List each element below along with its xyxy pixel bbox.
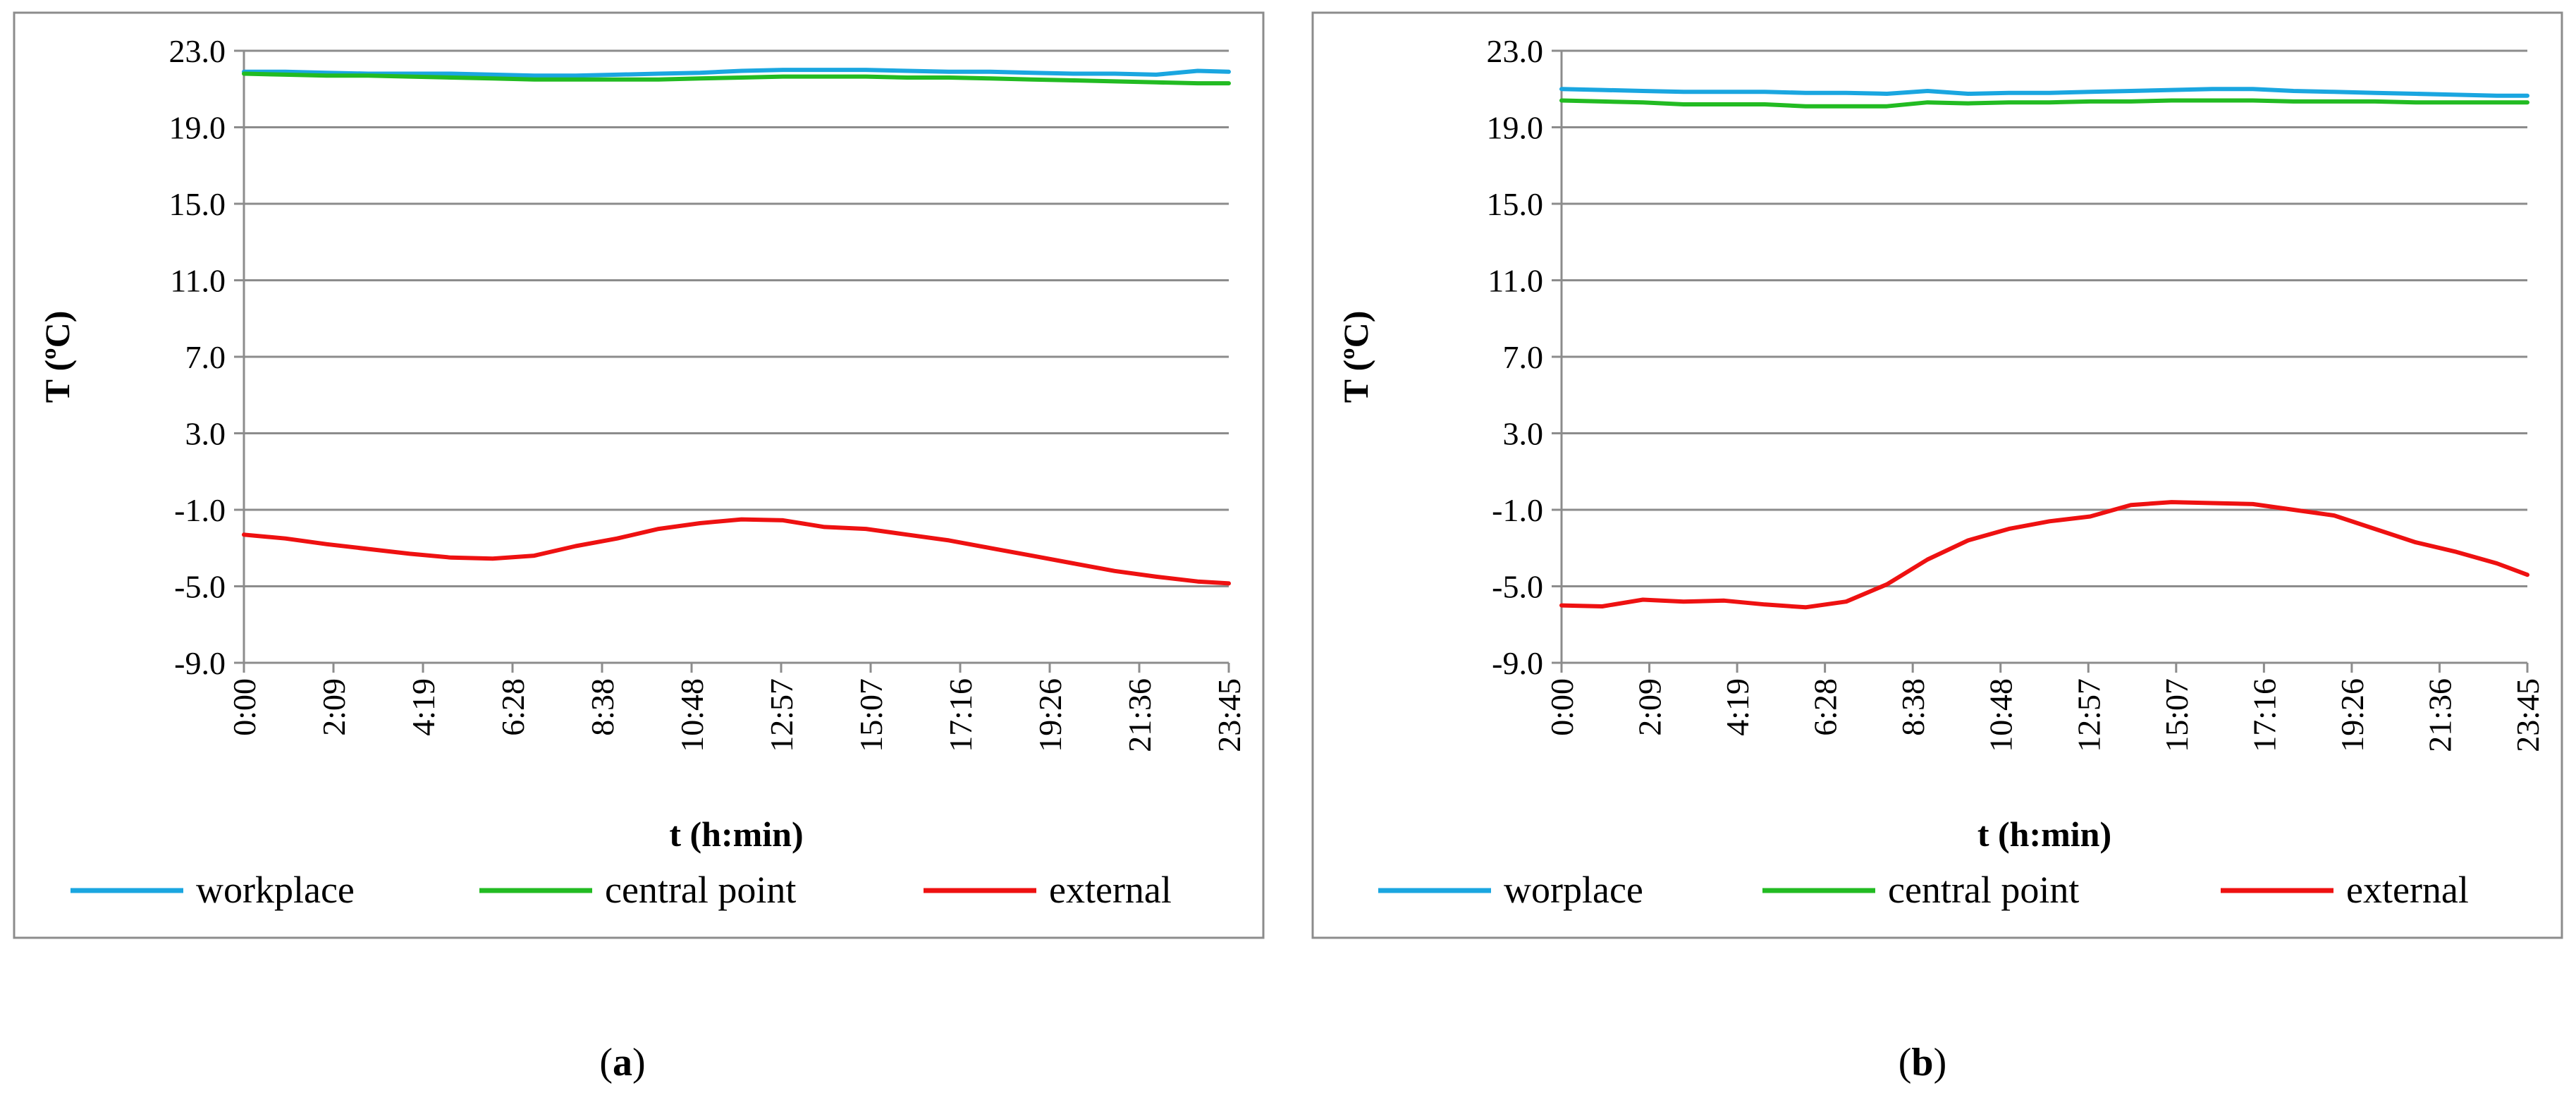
y-axis-title: T (ºC) [1336, 311, 1375, 403]
y-tick-label: 3.0 [1503, 416, 1544, 452]
y-tick-label: 11.0 [170, 263, 226, 299]
x-tick-label: 10:48 [674, 678, 710, 752]
y-tick-label: -5.0 [174, 569, 226, 605]
x-tick-label: 21:36 [2422, 678, 2458, 752]
legend-label: central point [1888, 869, 2079, 911]
y-tick-label: -1.0 [1492, 492, 1543, 528]
panel-label: b [1911, 1041, 1933, 1084]
x-tick-label: 23:45 [1211, 678, 1247, 752]
x-tick-label: 10:48 [1983, 678, 2019, 752]
x-tick-label: 15:07 [2159, 678, 2195, 752]
panel-label: a [613, 1041, 632, 1084]
x-tick-label: 8:38 [584, 678, 620, 736]
x-tick-label: 19:26 [1032, 678, 1068, 752]
legend-label: central point [605, 869, 796, 911]
panel-caption: (b) [1899, 1041, 1946, 1084]
y-tick-label: 7.0 [185, 339, 226, 375]
panel-a: 23.0 19.0 15.0 11.0 7.0 3.0 -1.0 -5.0 -9.00:00 2:… [13, 11, 1265, 1084]
legend-label: workplace [196, 869, 355, 911]
legend-label: external [2346, 869, 2469, 911]
x-tick-label: 8:38 [1895, 678, 1931, 736]
series-line-worplace [1559, 87, 2529, 98]
x-tick-label: 6:28 [1808, 678, 1844, 736]
panel-b: 23.0 19.0 15.0 11.0 7.0 3.0 -1.0 -5.0 -9.00:00 2:… [1311, 11, 2563, 1084]
panel-caption: (a) [599, 1041, 645, 1084]
x-tick-label: 4:19 [1719, 678, 1755, 736]
x-axis-title: t (h:min) [669, 814, 803, 854]
x-tick-label: 2:09 [316, 678, 352, 736]
y-tick-label: -5.0 [1492, 569, 1543, 605]
x-tick-label: 4:19 [405, 678, 441, 736]
y-tick-label: 23.0 [169, 33, 226, 69]
y-tick-label: -1.0 [174, 492, 226, 528]
x-tick-label: 23:45 [2510, 678, 2546, 752]
series-line-external [1559, 500, 2529, 610]
x-axis-title: t (h:min) [1977, 814, 2111, 854]
y-tick-label: -9.0 [1492, 645, 1543, 681]
series-line-central-point [242, 71, 1231, 86]
x-tick-label: 17:16 [2246, 678, 2282, 752]
x-tick-label: 2:09 [1632, 678, 1668, 736]
y-axis-title: T (ºC) [37, 311, 77, 403]
y-tick-label: 15.0 [169, 186, 226, 222]
series-line-central-point [1559, 98, 2529, 109]
x-tick-label: 17:16 [943, 678, 979, 752]
legend-label: external [1049, 869, 1172, 911]
chart-frame [1311, 11, 2563, 939]
y-tick-label: 3.0 [185, 416, 226, 452]
y-tick-label: 19.0 [169, 110, 226, 146]
x-tick-label: 0:00 [1544, 678, 1580, 736]
x-tick-label: 6:28 [495, 678, 531, 736]
y-tick-label: -9.0 [174, 645, 226, 681]
legend-label: worplace [1504, 869, 1643, 911]
y-tick-label: 11.0 [1488, 263, 1543, 299]
y-tick-label: 7.0 [1503, 339, 1544, 375]
y-tick-label: 19.0 [1487, 110, 1544, 146]
y-tick-label: 23.0 [1487, 33, 1544, 69]
series-line-external [242, 517, 1231, 586]
x-tick-label: 21:36 [1122, 678, 1158, 752]
y-tick-label: 15.0 [1487, 186, 1544, 222]
x-tick-label: 0:00 [226, 678, 262, 736]
x-tick-label: 19:26 [2334, 678, 2370, 752]
chart-frame [13, 11, 1265, 939]
series-line-workplace [242, 68, 1231, 78]
x-tick-label: 12:57 [2071, 678, 2106, 752]
x-tick-label: 12:57 [763, 678, 799, 752]
x-tick-label: 15:07 [853, 678, 889, 752]
